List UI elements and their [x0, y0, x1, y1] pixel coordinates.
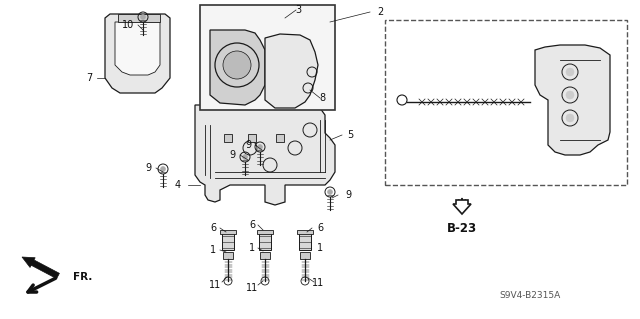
Text: 5: 5 [347, 130, 353, 140]
Circle shape [328, 189, 333, 195]
Text: 3: 3 [295, 5, 301, 15]
Polygon shape [118, 14, 160, 22]
Polygon shape [115, 22, 160, 75]
Text: 9: 9 [345, 190, 351, 200]
FancyArrow shape [22, 257, 60, 279]
Text: 11: 11 [312, 278, 324, 288]
Text: B-23: B-23 [447, 221, 477, 234]
Circle shape [243, 154, 248, 160]
Text: 1: 1 [210, 245, 216, 255]
Text: 1: 1 [249, 243, 255, 253]
Text: 8: 8 [319, 93, 325, 103]
Polygon shape [265, 34, 318, 108]
Polygon shape [105, 14, 170, 93]
Polygon shape [535, 45, 610, 155]
Bar [200, 5, 335, 110]
Bar [300, 252, 310, 259]
Text: 9: 9 [245, 140, 251, 150]
Circle shape [566, 114, 574, 122]
Text: 6: 6 [249, 220, 255, 230]
Bar [220, 230, 236, 234]
Text: 4: 4 [175, 180, 181, 190]
Bar [259, 232, 271, 250]
Bar [224, 134, 232, 142]
Circle shape [566, 68, 574, 76]
Bar [257, 230, 273, 234]
Text: FR.: FR. [73, 272, 92, 282]
Text: 9: 9 [229, 150, 235, 160]
Circle shape [257, 145, 262, 150]
Polygon shape [210, 30, 265, 105]
Bar [385, 20, 627, 185]
Circle shape [223, 51, 251, 79]
FancyArrow shape [453, 200, 471, 214]
Bar [222, 232, 234, 250]
Bar [223, 252, 233, 259]
Text: 9: 9 [145, 163, 151, 173]
Bar [299, 232, 311, 250]
Text: S9V4-B2315A: S9V4-B2315A [499, 291, 561, 300]
Circle shape [161, 167, 166, 172]
Bar [260, 252, 270, 259]
Text: 2: 2 [377, 7, 383, 17]
Bar [248, 134, 256, 142]
Text: 11: 11 [209, 280, 221, 290]
Bar [297, 230, 313, 234]
Bar [276, 134, 284, 142]
Text: 6: 6 [210, 223, 216, 233]
Text: 7: 7 [86, 73, 92, 83]
Text: 1: 1 [317, 243, 323, 253]
Circle shape [141, 14, 145, 19]
Text: 6: 6 [317, 223, 323, 233]
Circle shape [566, 91, 574, 99]
Text: 11: 11 [246, 283, 258, 293]
Text: 10: 10 [122, 20, 134, 30]
Polygon shape [195, 105, 335, 205]
